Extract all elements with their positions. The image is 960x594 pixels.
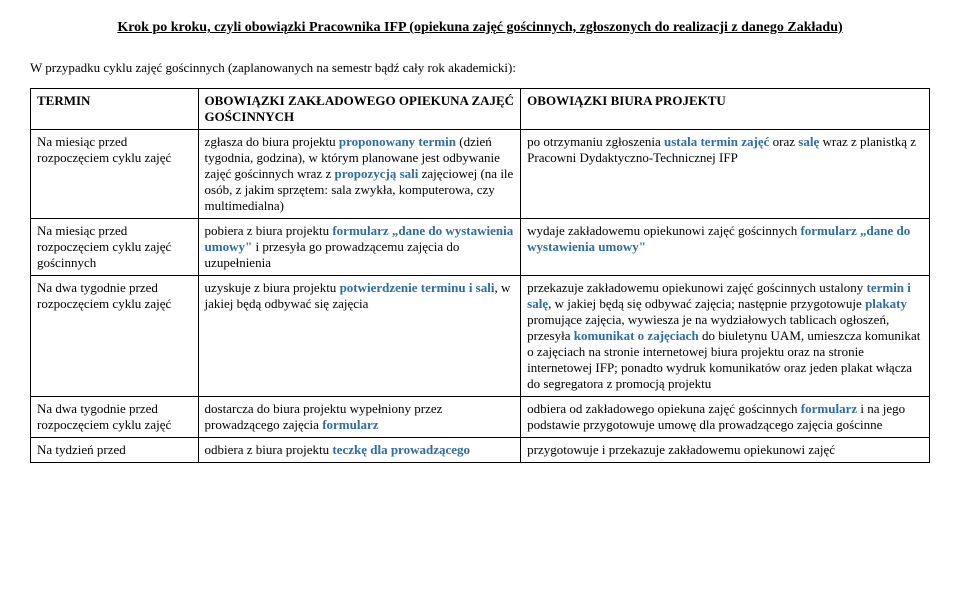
- page-title: Krok po kroku, czyli obowiązki Pracownik…: [30, 20, 930, 36]
- cell-termin: Na miesiąc przed rozpoczęciem cyklu zaję…: [31, 130, 199, 219]
- cell-biuro: przekazuje zakładowemu opiekunowi zajęć …: [521, 276, 930, 397]
- highlight: proponowany termin: [339, 134, 456, 149]
- header-opiekun: OBOWIĄZKI ZAKŁADOWEGO OPIEKUNA ZAJĘĆ GOŚ…: [198, 89, 521, 130]
- highlight: plakaty: [865, 296, 907, 311]
- cell-biuro: po otrzymaniu zgłoszenia ustala termin z…: [521, 130, 930, 219]
- highlight: teczkę dla prowadzącego: [332, 442, 470, 457]
- table-row: Na miesiąc przed rozpoczęciem cyklu zaję…: [31, 130, 930, 219]
- highlight: formularz: [801, 401, 857, 416]
- highlight: formularz: [322, 417, 378, 432]
- intro-text: W przypadku cyklu zajęć gościnnych (zapl…: [30, 60, 930, 76]
- table-row: Na dwa tygodnie przed rozpoczęciem cyklu…: [31, 397, 930, 438]
- header-biuro: OBOWIĄZKI BIURA PROJEKTU: [521, 89, 930, 130]
- highlight: komunikat o zajęciach: [574, 328, 699, 343]
- cell-termin: Na tydzień przed: [31, 438, 199, 463]
- table-row: Na miesiąc przed rozpoczęciem cyklu zaję…: [31, 219, 930, 276]
- highlight: ustala termin zajęć: [664, 134, 769, 149]
- cell-opiekun: zgłasza do biura projektu proponowany te…: [198, 130, 521, 219]
- cell-biuro: przygotowuje i przekazuje zakładowemu op…: [521, 438, 930, 463]
- cell-opiekun: odbiera z biura projektu teczkę dla prow…: [198, 438, 521, 463]
- table-header-row: TERMIN OBOWIĄZKI ZAKŁADOWEGO OPIEKUNA ZA…: [31, 89, 930, 130]
- cell-opiekun: uzyskuje z biura projektu potwierdzenie …: [198, 276, 521, 397]
- cell-biuro: odbiera od zakładowego opiekuna zajęć go…: [521, 397, 930, 438]
- cell-termin: Na dwa tygodnie przed rozpoczęciem cyklu…: [31, 276, 199, 397]
- table-row: Na tydzień przed odbiera z biura projekt…: [31, 438, 930, 463]
- highlight: propozycją sali: [334, 166, 418, 181]
- cell-termin: Na miesiąc przed rozpoczęciem cyklu zaję…: [31, 219, 199, 276]
- header-termin: TERMIN: [31, 89, 199, 130]
- highlight: salę: [798, 134, 819, 149]
- duties-table: TERMIN OBOWIĄZKI ZAKŁADOWEGO OPIEKUNA ZA…: [30, 88, 930, 463]
- table-row: Na dwa tygodnie przed rozpoczęciem cyklu…: [31, 276, 930, 397]
- cell-termin: Na dwa tygodnie przed rozpoczęciem cyklu…: [31, 397, 199, 438]
- highlight: potwierdzenie terminu i sali: [340, 280, 495, 295]
- cell-opiekun: pobiera z biura projektu formularz „dane…: [198, 219, 521, 276]
- cell-biuro: wydaje zakładowemu opiekunowi zajęć gośc…: [521, 219, 930, 276]
- cell-opiekun: dostarcza do biura projektu wypełniony p…: [198, 397, 521, 438]
